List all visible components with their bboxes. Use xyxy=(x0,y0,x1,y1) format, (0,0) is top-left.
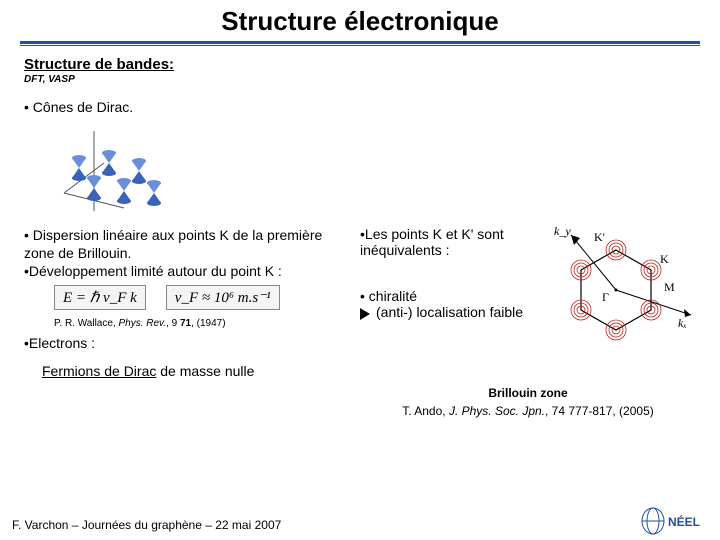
page-title: Structure électronique xyxy=(0,6,720,37)
kpoints-text: •Les points K et K' sont inéquivalents : xyxy=(360,226,540,258)
right-column: •Les points K et K' sont inéquivalents : xyxy=(360,226,696,418)
two-column-layout: • Dispersion linéaire aux points K de la… xyxy=(24,226,696,418)
fermions-rest: de masse nulle xyxy=(156,363,254,379)
electrons-bullet: •Electrons : xyxy=(24,335,350,351)
brillouin-caption: Brillouin zone xyxy=(360,386,696,400)
title-underline xyxy=(20,41,700,44)
dispersion-text: • Dispersion linéaire aux points K de la… xyxy=(24,226,350,262)
wallace-year: , (1947) xyxy=(191,318,225,329)
neel-logo: NÉEL xyxy=(640,506,710,536)
bullet-cones: • Cônes de Dirac. xyxy=(24,99,696,115)
title-bar: Structure électronique xyxy=(0,0,720,39)
formula-row: E = ℏ v_F k v_F ≈ 10⁶ m.s⁻¹ xyxy=(54,285,350,310)
label-ky: k_y xyxy=(554,224,571,239)
label-kprime: K' xyxy=(594,230,605,245)
wallace-citation: P. R. Wallace, Phys. Rev., 9 71, (1947) xyxy=(54,318,350,329)
development-text: •Développement limité autour du point K … xyxy=(24,262,350,280)
method-label: DFT, VASP xyxy=(24,74,696,85)
ando-citation: T. Ando, J. Phys. Soc. Jpn., 74 777-817,… xyxy=(360,404,696,418)
wallace-author: P. R. Wallace, xyxy=(54,318,118,329)
content-area: Structure de bandes: DFT, VASP • Cônes d… xyxy=(0,46,720,418)
ando-author: T. Ando, xyxy=(402,404,449,418)
logo-text: NÉEL xyxy=(668,514,700,529)
formula-velocity: v_F ≈ 10⁶ m.s⁻¹ xyxy=(166,285,280,310)
fermions-line: Fermions de Dirac de masse nulle xyxy=(42,363,350,379)
antilocalization-text: (anti-) localisation faible xyxy=(376,304,523,320)
arrow-icon xyxy=(360,308,370,320)
dirac-cones-figure xyxy=(54,123,174,213)
fermions-underlined: Fermions de Dirac xyxy=(42,363,156,379)
brillouin-zone-figure: K' K M Γ kₓ k_y xyxy=(536,220,696,360)
wallace-vol: 71 xyxy=(180,318,191,329)
wallace-journal: Phys. Rev. xyxy=(118,318,166,329)
left-column: • Dispersion linéaire aux points K de la… xyxy=(24,226,360,418)
ando-rest: , 74 777-817, (2005) xyxy=(545,404,654,418)
subheading: Structure de bandes: xyxy=(24,56,696,73)
ando-journal: J. Phys. Soc. Jpn. xyxy=(449,404,545,418)
wallace-rest: , 9 xyxy=(166,318,180,329)
label-m: M xyxy=(664,280,675,295)
formula-energy: E = ℏ v_F k xyxy=(54,285,146,310)
label-kx: kₓ xyxy=(678,316,687,331)
label-gamma: Γ xyxy=(602,290,609,305)
footer-text: F. Varchon – Journées du graphène – 22 m… xyxy=(12,518,281,532)
label-k: K xyxy=(660,252,669,267)
